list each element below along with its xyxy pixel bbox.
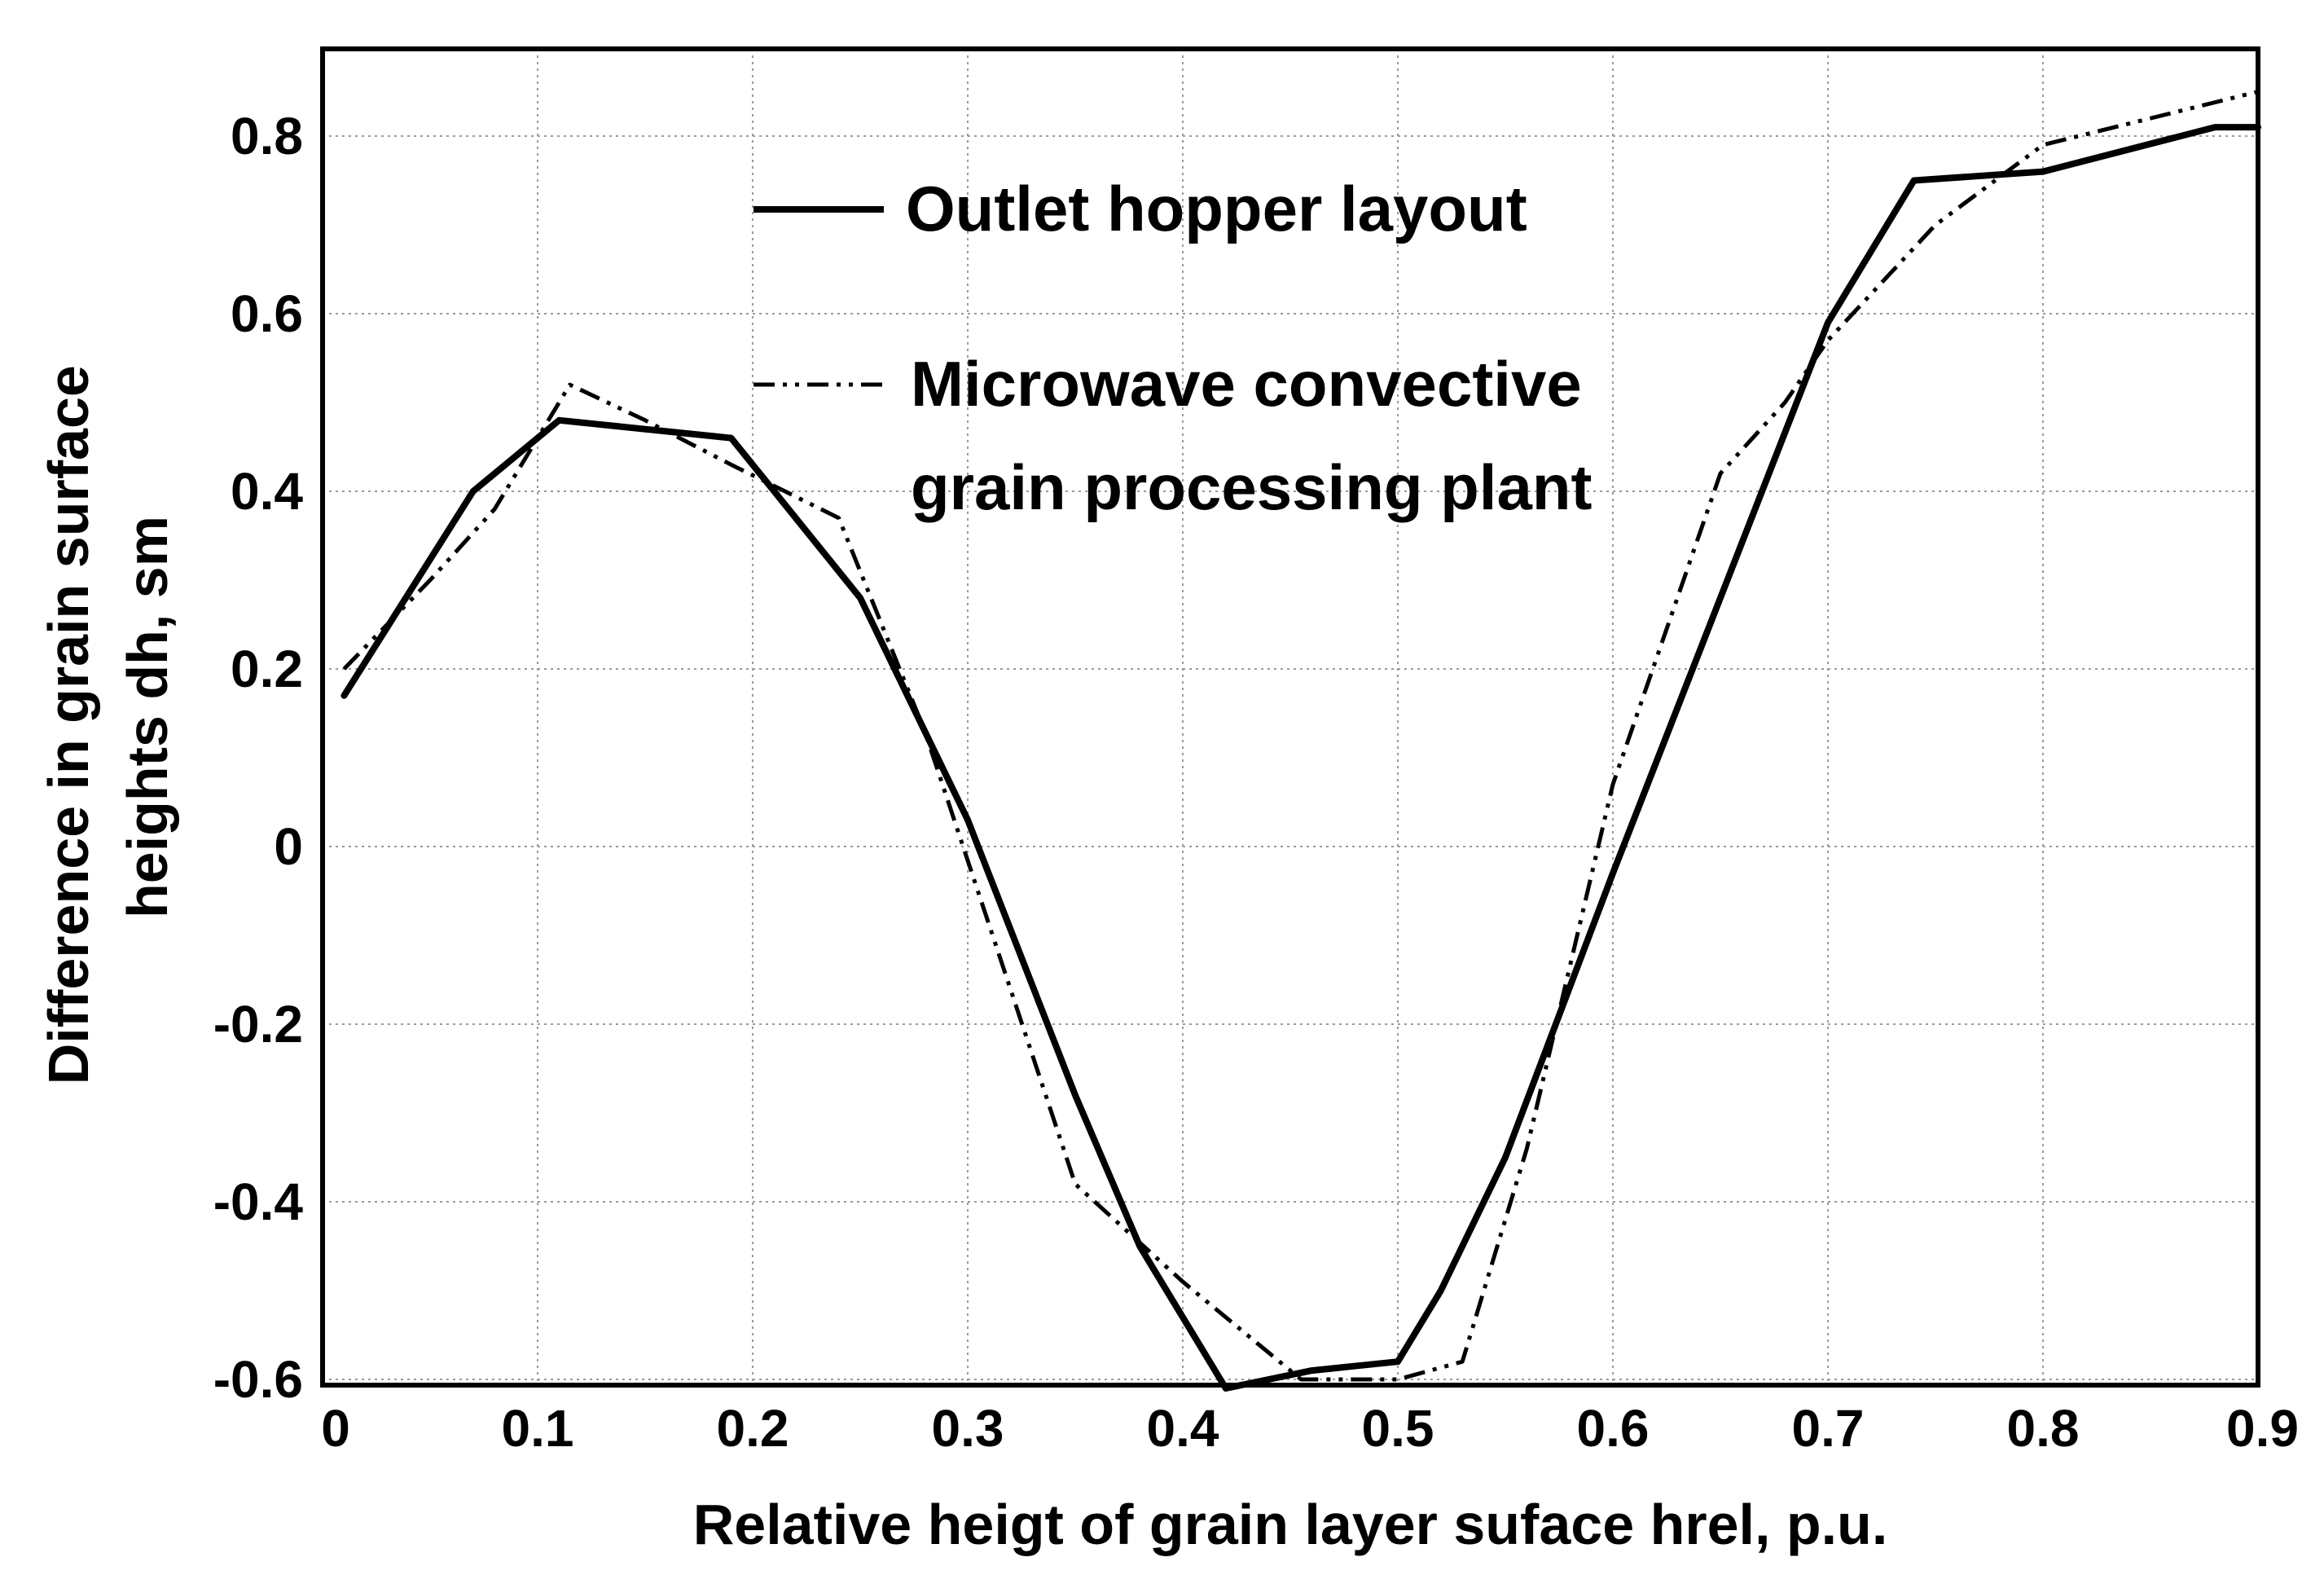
y-axis-title: Difference in grain surface heights dh, … <box>37 350 179 1085</box>
x-tick-label: 0.3 <box>932 1399 1004 1458</box>
plot-frame <box>320 46 2260 1388</box>
y-tick-label: 0.8 <box>231 107 303 165</box>
legend-label-microwave-line-2: grain processing plant <box>911 451 1593 523</box>
series-line-1 <box>342 90 2259 1382</box>
x-tick-label: 0 <box>321 1399 350 1458</box>
series-line-0 <box>340 124 2261 1392</box>
y-tick-label: -0.6 <box>213 1350 303 1409</box>
y-axis-title-line-2: heights dh, sm <box>116 516 179 918</box>
y-tick-labels: -0.6 -0.4 -0.2 0 0.2 0.4 0.6 0.8 <box>213 107 304 1409</box>
x-tick-label: 0.4 <box>1147 1399 1219 1458</box>
grid-lines <box>323 49 2258 1385</box>
x-tick-label: 0.6 <box>1577 1399 1650 1458</box>
x-tick-label: 0.7 <box>1792 1399 1865 1458</box>
x-tick-label: 0.9 <box>2226 1399 2299 1458</box>
x-tick-labels: 0 0.1 0.2 0.3 0.4 0.5 0.6 0.7 0.8 0.9 <box>321 1399 2299 1458</box>
x-tick-label: 0.8 <box>2007 1399 2080 1458</box>
legend: Outlet hopper layout Microwave convectiv… <box>753 173 1593 523</box>
series-layer <box>340 90 2261 1392</box>
legend-label-outlet-hopper: Outlet hopper layout <box>906 173 1527 244</box>
legend-label-microwave-line-1: Microwave convective <box>911 348 1582 420</box>
y-tick-label: -0.4 <box>213 1172 304 1231</box>
y-tick-label: 0.4 <box>231 462 303 521</box>
x-tick-label: 0.2 <box>717 1399 789 1458</box>
y-tick-label: 0.2 <box>231 640 303 698</box>
x-tick-label: 0.5 <box>1362 1399 1434 1458</box>
y-tick-label: 0.6 <box>231 284 303 343</box>
y-tick-label: 0 <box>274 817 303 876</box>
y-tick-label: -0.2 <box>213 995 303 1054</box>
x-axis-title: Relative heigt of grain layer suface hre… <box>693 1493 1888 1556</box>
y-axis-title-line-1: Difference in grain surface <box>37 365 100 1084</box>
x-tick-label: 0.1 <box>502 1399 574 1458</box>
